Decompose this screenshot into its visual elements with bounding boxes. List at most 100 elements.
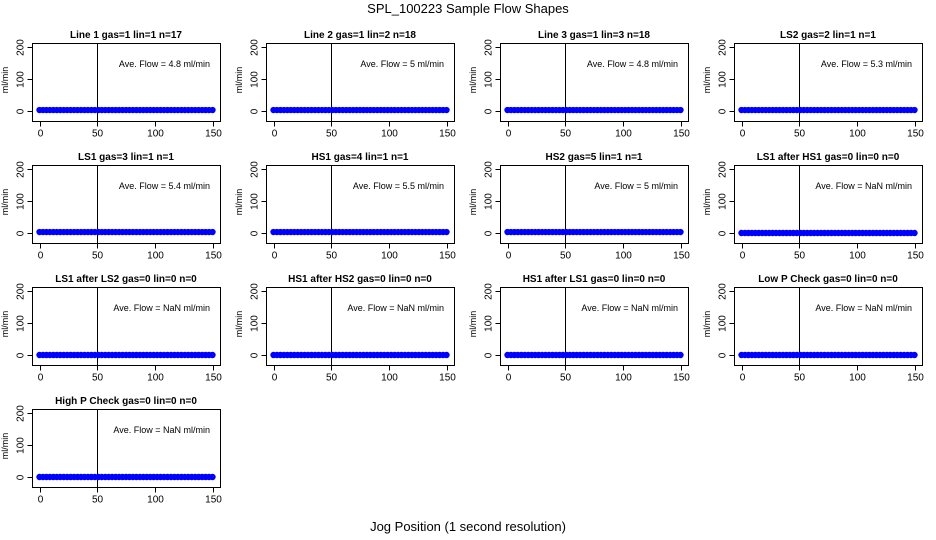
x-tick-label: 150 <box>673 373 690 384</box>
average-flow-annotation: Ave. Flow = 5.3 ml/min <box>821 59 912 69</box>
x-tick-label: 50 <box>794 251 806 262</box>
y-tick-label: 100 <box>250 71 261 88</box>
panel-title: LS1 after HS1 gas=0 lin=0 n=0 <box>757 152 900 163</box>
y-tick-label: 0 <box>16 352 27 358</box>
panel-title: LS1 after LS2 gas=0 lin=0 n=0 <box>55 274 197 285</box>
panel-title: HS2 gas=5 lin=1 n=1 <box>546 152 643 163</box>
figure-title: SPL_100223 Sample Flow Shapes <box>367 1 569 16</box>
panel-4: LS2 gas=2 lin=1 n=1 0 50 100 150 0 100 200 ml/mi… <box>702 30 924 140</box>
x-tick-label: 150 <box>907 129 924 140</box>
y-tick-label: 0 <box>250 108 261 114</box>
plot-frame <box>266 165 455 244</box>
y-tick-label: 100 <box>250 315 261 332</box>
y-tick-label: 200 <box>250 39 261 56</box>
x-tick-label: 100 <box>615 251 632 262</box>
y-axis-label: ml/min <box>702 311 712 338</box>
y-axis-label: ml/min <box>0 433 10 460</box>
x-tick-label: 100 <box>849 129 866 140</box>
y-tick-label: 0 <box>250 352 261 358</box>
y-tick-label: 0 <box>16 474 27 480</box>
x-tick-label: 0 <box>506 251 512 262</box>
x-tick-label: 50 <box>92 129 104 140</box>
x-tick-label: 0 <box>272 373 278 384</box>
y-tick-label: 200 <box>718 39 729 56</box>
y-tick-label: 200 <box>718 283 729 300</box>
y-tick-label: 100 <box>484 193 495 210</box>
x-tick-label: 150 <box>205 251 222 262</box>
y-tick-label: 200 <box>484 283 495 300</box>
y-tick-label: 200 <box>484 161 495 178</box>
panel-title: Line 2 gas=1 lin=2 n=18 <box>304 30 416 41</box>
x-tick-label: 100 <box>849 373 866 384</box>
x-tick-label: 100 <box>381 251 398 262</box>
data-point <box>911 106 918 114</box>
data-point <box>209 106 216 114</box>
x-tick-label: 100 <box>615 373 632 384</box>
x-tick-label: 150 <box>205 129 222 140</box>
panel-title: LS1 gas=3 lin=1 n=1 <box>78 152 174 163</box>
x-tick-label: 100 <box>147 251 164 262</box>
plot-frame <box>734 165 923 244</box>
y-axis-label: ml/min <box>468 67 478 94</box>
y-tick-label: 200 <box>16 283 27 300</box>
y-tick-label: 0 <box>250 230 261 236</box>
panel-8: LS1 after HS1 gas=0 lin=0 n=0 0 50 100 150 0 1… <box>702 152 924 262</box>
plot-frame <box>500 287 689 366</box>
x-tick-label: 150 <box>439 129 456 140</box>
x-tick-label: 0 <box>740 129 746 140</box>
average-flow-annotation: Ave. Flow = NaN ml/min <box>113 425 210 435</box>
x-tick-label: 100 <box>849 251 866 262</box>
x-tick-label: 0 <box>38 129 44 140</box>
x-tick-label: 50 <box>326 251 338 262</box>
y-tick-label: 0 <box>718 230 729 236</box>
average-flow-annotation: Ave. Flow = 5.4 ml/min <box>119 181 210 191</box>
y-axis-label: ml/min <box>234 67 244 94</box>
plot-frame <box>734 43 923 122</box>
plot-frame <box>266 287 455 366</box>
y-tick-label: 0 <box>484 108 495 114</box>
y-axis-label: ml/min <box>468 311 478 338</box>
x-tick-label: 50 <box>560 251 572 262</box>
panel-title: HS1 after HS2 gas=0 lin=0 n=0 <box>288 274 432 285</box>
plot-frame <box>734 287 923 366</box>
y-tick-label: 200 <box>250 161 261 178</box>
y-tick-label: 200 <box>250 283 261 300</box>
y-tick-label: 0 <box>484 352 495 358</box>
panel-title: High P Check gas=0 lin=0 n=0 <box>55 396 197 407</box>
y-tick-label: 200 <box>16 39 27 56</box>
average-flow-annotation: Ave. Flow = NaN ml/min <box>815 181 912 191</box>
x-tick-label: 50 <box>92 373 104 384</box>
x-tick-label: 50 <box>560 373 572 384</box>
x-tick-label: 0 <box>740 373 746 384</box>
y-axis-label: ml/min <box>702 67 712 94</box>
average-flow-annotation: Ave. Flow = NaN ml/min <box>815 303 912 313</box>
y-axis-label: ml/min <box>0 189 10 216</box>
y-tick-label: 0 <box>484 230 495 236</box>
y-tick-label: 100 <box>16 315 27 332</box>
y-tick-label: 100 <box>16 71 27 88</box>
panel-6: HS1 gas=4 lin=1 n=1 0 50 100 150 0 100 200 ml/mi… <box>234 152 456 262</box>
data-point <box>209 228 216 236</box>
x-tick-label: 0 <box>272 251 278 262</box>
x-tick-label: 50 <box>92 495 104 506</box>
panel-11: HS1 after LS1 gas=0 lin=0 n=0 0 50 100 150 0 1… <box>468 274 690 384</box>
x-tick-label: 150 <box>673 129 690 140</box>
plot-frame <box>500 43 689 122</box>
y-tick-label: 100 <box>718 193 729 210</box>
data-point <box>911 229 918 237</box>
panel-10: HS1 after HS2 gas=0 lin=0 n=0 0 50 100 150 0 1… <box>234 274 456 384</box>
x-tick-label: 0 <box>272 129 278 140</box>
y-tick-label: 100 <box>484 71 495 88</box>
plot-frame <box>266 43 455 122</box>
y-tick-label: 200 <box>484 39 495 56</box>
panel-5: LS1 gas=3 lin=1 n=1 0 50 100 150 0 100 200 ml/mi… <box>0 152 222 262</box>
y-axis-label: ml/min <box>468 189 478 216</box>
x-tick-label: 100 <box>147 495 164 506</box>
x-tick-label: 50 <box>794 373 806 384</box>
panel-13: High P Check gas=0 lin=0 n=0 0 50 100 150 0 10… <box>0 396 222 506</box>
average-flow-annotation: Ave. Flow = 5 ml/min <box>360 59 444 69</box>
x-tick-label: 50 <box>794 129 806 140</box>
plot-frame <box>32 165 221 244</box>
average-flow-annotation: Ave. Flow = 4.8 ml/min <box>587 59 678 69</box>
x-tick-label: 0 <box>506 129 512 140</box>
